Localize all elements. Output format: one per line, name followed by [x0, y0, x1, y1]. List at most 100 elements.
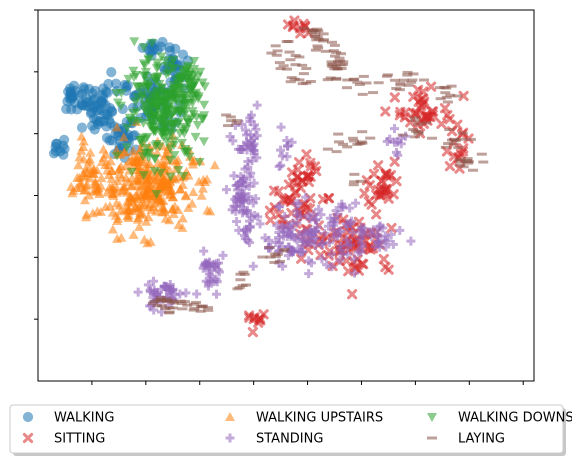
legend-label-standing: STANDING [256, 432, 323, 447]
walking-downstairs-point [123, 74, 134, 84]
sitting-point [381, 170, 392, 181]
walking-upstairs-point [144, 173, 155, 183]
legend-marker-sitting [22, 432, 34, 444]
walking-downstairs-point [138, 59, 149, 69]
walking-upstairs-point [107, 224, 118, 234]
standing-point [277, 222, 287, 232]
walking-upstairs-point [177, 213, 188, 223]
sitting-point [253, 314, 265, 325]
standing-point [222, 185, 232, 195]
sitting-point [444, 161, 456, 172]
walking-downstairs-point [125, 116, 136, 126]
standing-point [145, 285, 155, 295]
standing-point [238, 175, 248, 185]
walking-downstairs-point [168, 80, 179, 90]
walking-downstairs-point [165, 172, 176, 182]
standing-point [381, 242, 391, 252]
walking-upstairs-point [197, 183, 208, 193]
standing-point [209, 277, 219, 287]
walking-downstairs-point [152, 58, 163, 68]
walking-downstairs-point [185, 114, 196, 124]
walking-upstairs-point [173, 220, 184, 230]
standing-point [338, 202, 348, 212]
walking-point [58, 140, 69, 151]
walking-downstairs-point [137, 133, 148, 143]
walking-upstairs-point [89, 164, 100, 174]
legend-item-laying: LAYING [427, 432, 505, 447]
walking-downstairs-point [178, 91, 189, 101]
standing-point [255, 219, 265, 229]
standing-point [203, 281, 213, 291]
walking-upstairs-point [96, 173, 107, 183]
walking-upstairs-point [128, 229, 139, 239]
walking-upstairs-point [74, 172, 85, 182]
sitting-point [244, 312, 255, 323]
standing-point [252, 100, 262, 110]
standing-point [311, 215, 321, 225]
standing-point [389, 137, 399, 147]
walking-upstairs-point [107, 207, 118, 217]
walking-upstairs-point [81, 212, 92, 222]
walking-upstairs-point [167, 192, 178, 202]
standing-point [199, 246, 209, 256]
standing-point [341, 219, 351, 229]
walking-downstairs-point [142, 81, 153, 91]
legend-item-sitting: SITTING [22, 432, 105, 447]
standing-point [239, 141, 249, 151]
walking-upstairs-point [119, 185, 130, 195]
standing-point [203, 260, 213, 270]
walking-downstairs-point [138, 100, 149, 110]
walking-upstairs-point [128, 151, 139, 161]
standing-point [234, 225, 244, 235]
walking-downstairs-point [145, 99, 156, 109]
standing-point [231, 206, 241, 216]
sitting-point [363, 196, 374, 207]
walking-downstairs-point [199, 100, 210, 110]
standing-point [232, 217, 242, 227]
walking-downstairs-point [187, 83, 198, 93]
standing-point [327, 262, 337, 272]
walking-point [64, 83, 76, 94]
walking-upstairs-point [113, 164, 124, 174]
standing-point [323, 221, 333, 231]
sitting-point [305, 161, 317, 172]
walking-upstairs-point [85, 147, 96, 157]
standing-point [333, 209, 343, 219]
sitting-point [373, 160, 384, 171]
walking-downstairs-point [149, 154, 160, 164]
walking-upstairs-point [154, 179, 165, 189]
walking-upstairs-point [102, 165, 113, 175]
walking-upstairs-point [136, 190, 147, 200]
walking-downstairs-point [189, 64, 200, 74]
standing-point [241, 206, 251, 216]
walking-downstairs-point [191, 91, 202, 101]
walking-upstairs-point [173, 205, 184, 215]
sitting-point [376, 189, 387, 200]
walking-upstairs-point [103, 159, 114, 169]
standing-point [238, 189, 248, 199]
walking-downstairs-point [168, 141, 179, 151]
standing-point [301, 192, 311, 202]
standing-point [304, 269, 314, 279]
standing-point [152, 288, 162, 298]
sitting-point [399, 112, 410, 123]
walking-upstairs-point [187, 198, 198, 208]
legend-item-walking: WALKING [22, 411, 114, 426]
standing-point [277, 151, 287, 161]
walking-upstairs-point [133, 175, 144, 185]
sitting-point [383, 193, 394, 204]
scatter-points [48, 15, 489, 338]
standing-point [249, 178, 259, 188]
sitting-point [265, 214, 276, 226]
walking-point [64, 92, 75, 103]
standing-point [349, 254, 359, 264]
walking-downstairs-point [195, 67, 206, 77]
walking-downstairs-point [155, 168, 166, 178]
walking-downstairs-point [146, 122, 157, 132]
walking-upstairs-point [112, 233, 123, 243]
standing-point [280, 211, 290, 221]
walking-downstairs-point [168, 120, 179, 130]
walking-upstairs-point [100, 149, 111, 159]
walking-downstairs-point [128, 66, 139, 76]
